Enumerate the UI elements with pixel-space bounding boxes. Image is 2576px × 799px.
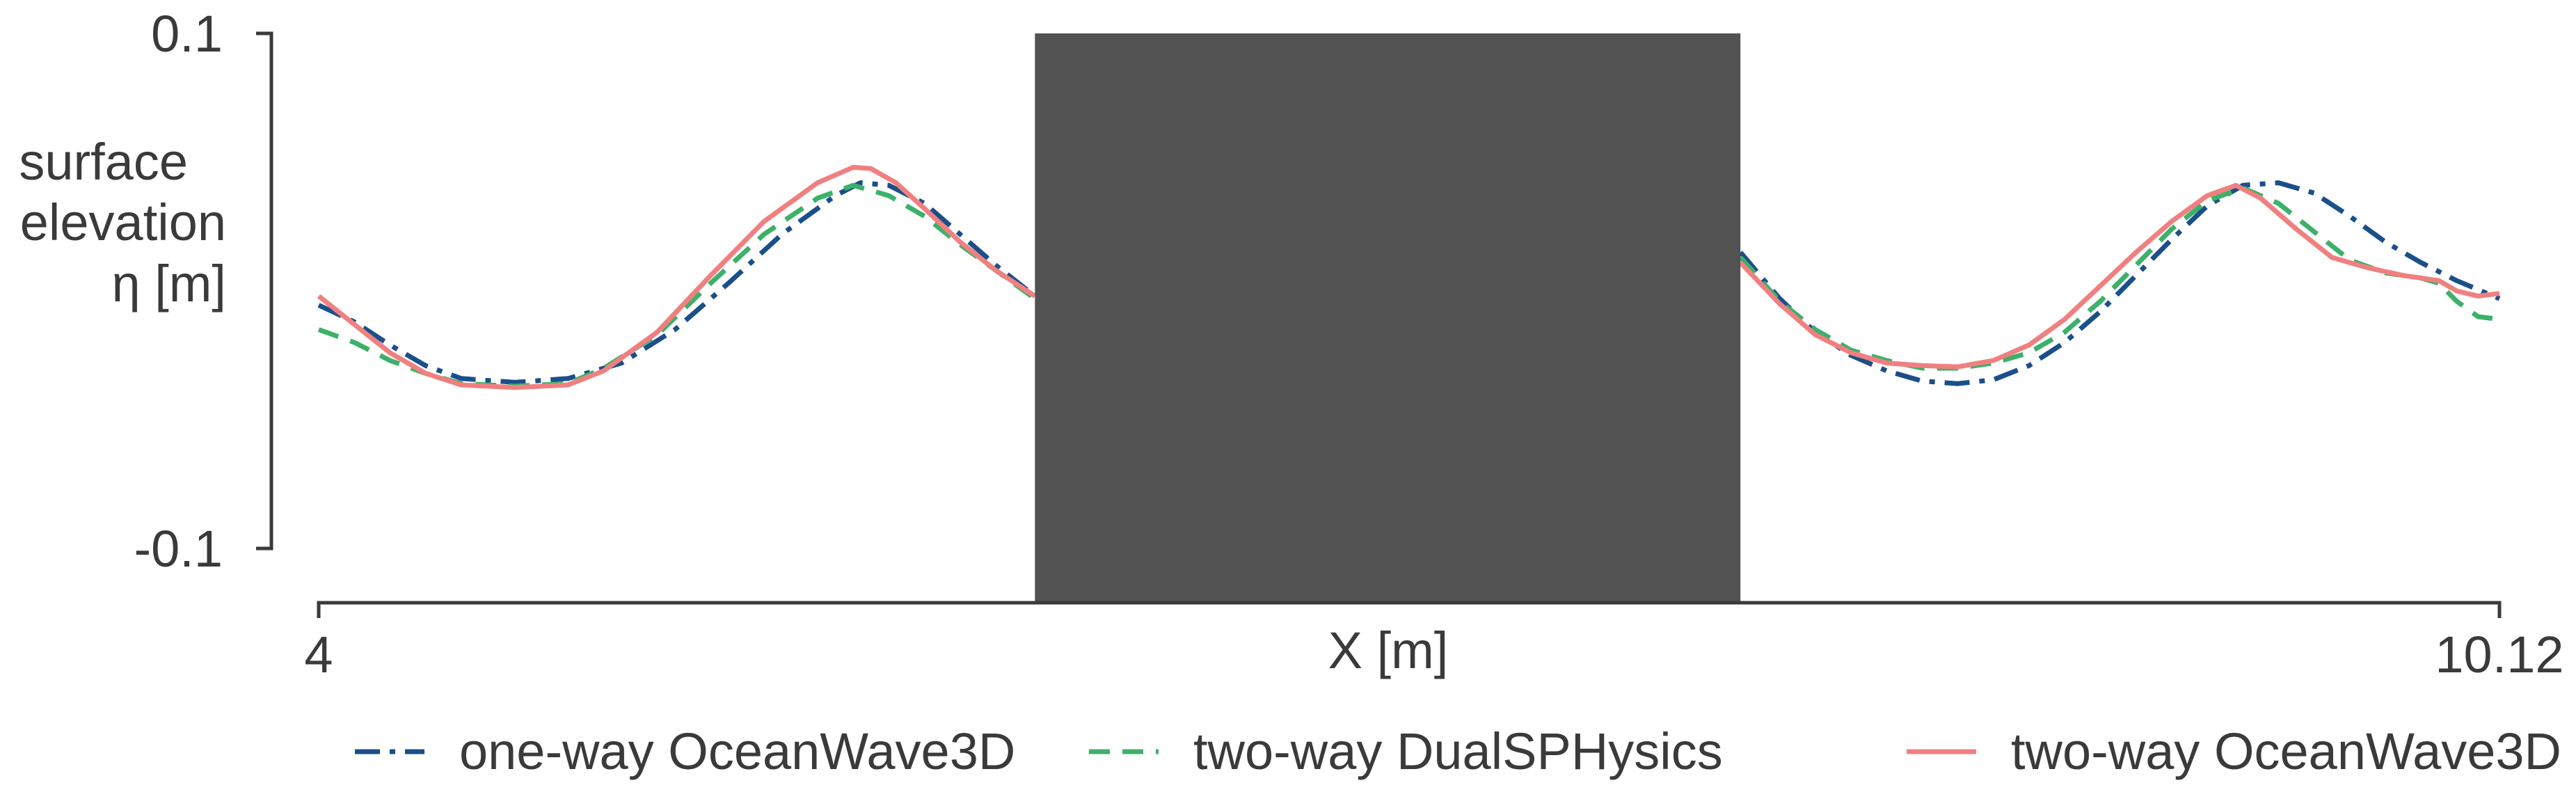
y-axis-label-line-2: elevation xyxy=(20,193,226,251)
y-axis: 0.1 -0.1 surface elevation η [m] xyxy=(19,5,273,578)
y-tick-label-2: -0.1 xyxy=(134,520,223,578)
y-tick-labels: 0.1 -0.1 xyxy=(134,5,223,578)
x-tick-label-2: 10.12 xyxy=(2435,626,2563,683)
x-tick-label-1: 4 xyxy=(304,626,333,683)
series-line-3-segment-2 xyxy=(1738,182,2500,370)
x-tick-labels: 4 10.12 xyxy=(304,626,2563,683)
series-layer xyxy=(317,164,2501,390)
series-line-2-segment-1 xyxy=(317,182,1037,389)
legend: one-way OceanWave3D two-way DualSPHysics t… xyxy=(355,722,2561,780)
series-line-1-segment-1 xyxy=(317,180,1037,385)
y-axis-label-line-1: surface xyxy=(19,133,188,191)
y-tick-label-1: 0.1 xyxy=(151,5,223,63)
legend-label-1: one-way OceanWave3D xyxy=(459,722,1015,780)
y-axis-label-line-3: η [m] xyxy=(112,255,226,313)
y-axis-line xyxy=(256,31,273,551)
x-axis-line xyxy=(317,601,2502,618)
x-axis-label: X [m] xyxy=(1328,622,1449,679)
legend-label-3: two-way OceanWave3D xyxy=(2011,722,2561,780)
series-line-2-segment-2 xyxy=(1738,185,2500,371)
legend-label-2: two-way DualSPHysics xyxy=(1193,722,1723,780)
x-axis: 4 10.12 X [m] xyxy=(304,601,2564,683)
structure-obstacle xyxy=(1035,33,1741,603)
series-line-1-segment-2 xyxy=(1738,180,2501,386)
series-line-3-segment-1 xyxy=(317,164,1037,390)
